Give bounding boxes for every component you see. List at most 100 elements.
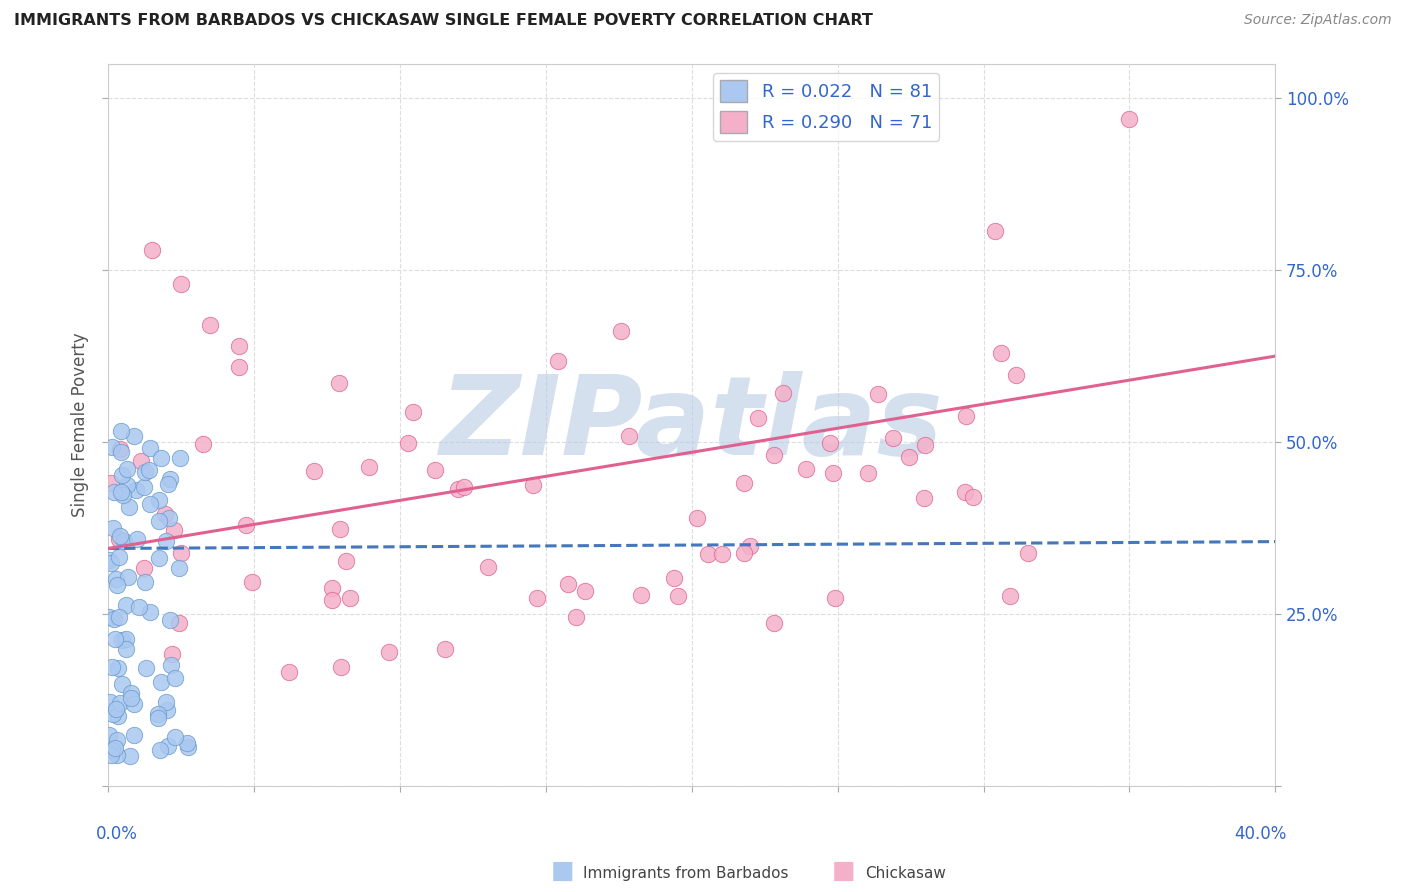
Point xyxy=(110,445,132,459)
Point xyxy=(447,482,470,496)
Point xyxy=(139,497,162,511)
Point xyxy=(163,730,186,744)
Point xyxy=(111,468,134,483)
Point xyxy=(128,599,150,614)
Point xyxy=(134,466,156,480)
Text: 0.0%: 0.0% xyxy=(97,825,138,843)
Point xyxy=(564,609,586,624)
Point xyxy=(107,748,129,763)
Point xyxy=(156,739,179,754)
Point xyxy=(148,493,170,508)
Point xyxy=(160,647,183,661)
Point xyxy=(108,529,131,543)
Point xyxy=(198,318,221,333)
Text: ■: ■ xyxy=(832,859,855,883)
Point xyxy=(111,488,134,502)
Point xyxy=(98,553,121,567)
Point xyxy=(170,546,193,560)
Point xyxy=(139,606,162,620)
Point xyxy=(155,695,177,709)
Point xyxy=(148,514,170,528)
Text: 40.0%: 40.0% xyxy=(1234,825,1286,843)
Point xyxy=(103,612,125,626)
Point xyxy=(733,475,755,490)
Point xyxy=(335,553,357,567)
Point xyxy=(103,484,125,499)
Point xyxy=(117,570,139,584)
Point xyxy=(132,561,155,575)
Point xyxy=(998,589,1021,603)
Point xyxy=(955,409,977,424)
Point xyxy=(139,441,162,455)
Point xyxy=(148,706,170,721)
Text: Chickasaw: Chickasaw xyxy=(865,866,946,881)
Point xyxy=(711,547,734,561)
Point xyxy=(762,615,785,630)
Point xyxy=(155,533,177,548)
Point xyxy=(101,659,124,673)
Point xyxy=(104,632,127,646)
Point xyxy=(149,450,172,465)
Point xyxy=(108,610,131,624)
Point xyxy=(159,472,181,486)
Point xyxy=(772,385,794,400)
Point xyxy=(118,500,141,515)
Point xyxy=(191,437,214,451)
Point xyxy=(1017,546,1039,560)
Point xyxy=(100,747,122,762)
Point xyxy=(617,429,640,443)
Point xyxy=(302,464,325,478)
Point xyxy=(122,727,145,741)
Point xyxy=(526,591,548,606)
Point xyxy=(453,480,475,494)
Point xyxy=(127,532,149,546)
Point xyxy=(111,633,134,648)
Point xyxy=(105,578,128,592)
Point xyxy=(897,450,920,464)
Point xyxy=(163,523,186,537)
Point xyxy=(124,697,146,711)
Point xyxy=(402,405,425,419)
Point xyxy=(129,454,152,468)
Point xyxy=(148,711,170,725)
Point xyxy=(167,615,190,630)
Point xyxy=(105,573,128,587)
Text: ■: ■ xyxy=(551,859,574,883)
Point xyxy=(108,532,131,546)
Point xyxy=(177,739,200,754)
Point xyxy=(170,277,193,291)
Point xyxy=(176,736,198,750)
Point xyxy=(138,463,160,477)
Point xyxy=(912,491,935,506)
Point xyxy=(962,490,984,504)
Point xyxy=(477,560,499,574)
Text: Immigrants from Barbados: Immigrants from Barbados xyxy=(583,866,789,881)
Point xyxy=(747,411,769,425)
Point xyxy=(328,523,350,537)
Point xyxy=(1005,368,1028,382)
Point xyxy=(101,441,124,455)
Point xyxy=(114,641,136,656)
Point xyxy=(574,583,596,598)
Point xyxy=(159,613,181,627)
Point xyxy=(120,686,142,700)
Point xyxy=(662,571,685,585)
Point xyxy=(115,632,138,646)
Point xyxy=(697,547,720,561)
Point xyxy=(610,324,633,338)
Point xyxy=(433,642,456,657)
Point xyxy=(321,581,343,595)
Point xyxy=(955,485,977,500)
Point xyxy=(120,691,142,706)
Point xyxy=(666,589,689,603)
Point xyxy=(983,224,1005,238)
Point xyxy=(733,546,755,560)
Point xyxy=(134,575,156,590)
Point xyxy=(547,354,569,368)
Point xyxy=(110,424,132,438)
Point xyxy=(821,466,844,480)
Point xyxy=(357,459,380,474)
Point xyxy=(882,431,904,445)
Point xyxy=(156,702,179,716)
Point xyxy=(108,696,131,710)
